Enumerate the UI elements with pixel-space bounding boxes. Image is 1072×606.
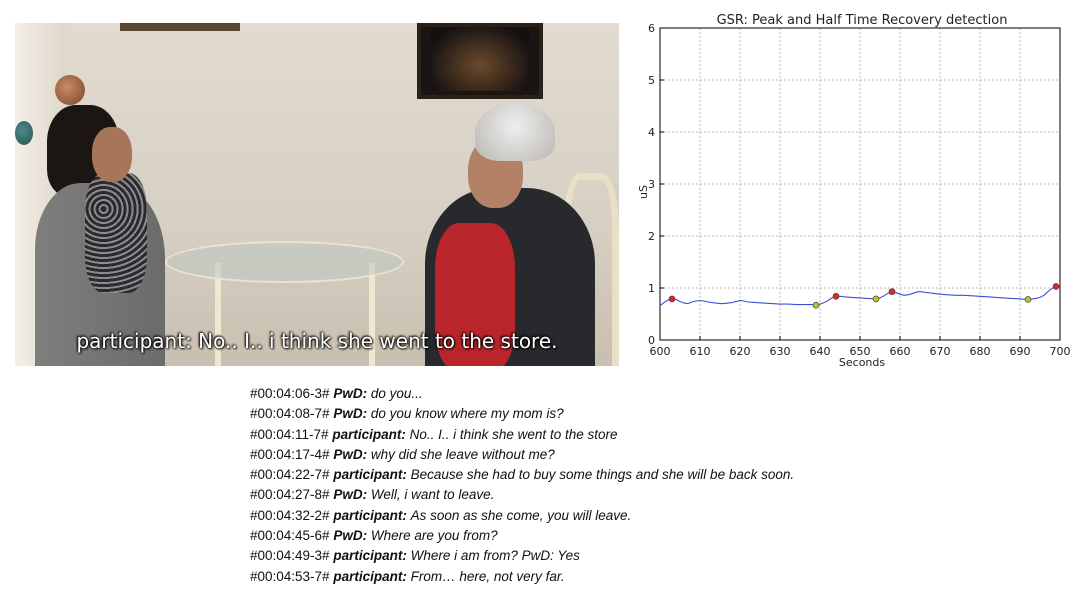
transcript-line: #00:04:27-8# PwD: Well, i want to leave. [250,485,1030,505]
transcript-time: #00:04:49-3# [250,548,330,564]
half-recovery-marker [812,301,820,309]
transcript-time: #00:04:27-8# [250,487,330,503]
transcript-text: From… here, not very far. [410,568,565,584]
glass-table [165,241,404,283]
half-recovery-marker [1024,296,1032,303]
x-tick-label: 660 [890,345,911,358]
peak-marker [1052,283,1060,290]
transcript-text: Where are you from? [370,528,498,544]
transcript-line: #00:04:32-2# participant: As soon as she… [250,506,1030,526]
x-tick-label: 610 [690,345,711,358]
x-tick-label: 690 [1010,345,1031,358]
y-axis-label: uS [637,185,650,199]
pwd-hair [475,103,555,161]
video-frame[interactable]: participant: No.. I.. i think she went t… [15,23,619,366]
transcript-time: #00:04:11-7# [250,426,329,442]
transcript-time: #00:04:45-6# [250,528,330,544]
x-tick-label: 640 [810,345,831,358]
transcript-line: #00:04:06-3# PwD: do you... [250,384,1030,404]
transcript-text: do you know where my mom is? [370,406,564,422]
transcript-time: #00:04:32-2# [250,507,330,523]
decorative-lamp [55,75,85,105]
transcript-time: #00:04:08-7# [250,406,330,422]
x-tick-label: 620 [730,345,751,358]
transcript-speaker: PwD: [333,487,368,503]
chart-ticks: 600 610 620 630 640 650 660 670 680 690 700 0 1 2 3 4 5 6 [648,22,1071,358]
x-tick-label: 700 [1050,345,1071,358]
half-recovery-marker [872,295,880,303]
participant-face [92,127,132,182]
x-tick-label: 650 [850,345,871,358]
decorative-lamp [15,121,33,145]
transcript-line: #00:04:53-7# participant: From… here, no… [250,567,1030,587]
wall-painting [417,23,543,99]
video-subtitle: participant: No.. I.. i think she went t… [76,329,558,353]
transcript-time: #00:04:22-7# [250,467,330,483]
transcript-speaker: participant: [332,426,406,442]
transcript-text: Where i am from? PwD: Yes [410,548,580,564]
y-tick-label: 6 [648,22,655,35]
transcript-time: #00:04:06-3# [250,386,330,401]
peak-marker [832,293,840,300]
y-tick-label: 4 [648,126,655,139]
transcript-speaker: PwD: [333,386,368,401]
transcript-line: #00:04:22-7# participant: Because she ha… [250,465,1030,485]
chart-series [659,285,1061,307]
wall-shelf [120,23,240,31]
y-tick-label: 5 [648,74,655,87]
x-axis-label: Seconds [839,356,885,369]
gsr-chart: GSR: Peak and Half Time Recovery detecti… [637,13,1071,369]
chart-title: GSR: Peak and Half Time Recovery detecti… [717,13,1008,28]
x-tick-label: 680 [970,345,991,358]
chart-markers [668,283,1060,309]
table-base [215,263,375,366]
peak-marker [888,288,896,295]
transcript-text: do you... [370,386,423,401]
transcript-speaker: participant: [333,568,407,584]
gsr-series-line [659,285,1061,307]
y-tick-label: 1 [648,282,655,295]
transcript: #00:04:06-3# PwD: do you... #00:04:08-7# … [250,384,1030,587]
transcript-speaker: PwD: [333,406,368,422]
x-tick-label: 630 [770,345,791,358]
transcript-text: No.. I.. i think she went to the store [409,426,618,442]
transcript-line: #00:04:11-7# participant: No.. I.. i thi… [250,425,1030,445]
transcript-speaker: participant: [333,507,407,523]
x-tick-label: 600 [650,345,671,358]
transcript-text: Well, i want to leave. [370,487,495,503]
transcript-time: #00:04:17-4# [250,446,330,462]
transcript-speaker: participant: [333,467,407,483]
y-tick-label: 2 [648,230,655,243]
pwd-shirt [435,223,515,366]
transcript-speaker: PwD: [333,528,368,544]
peak-marker [668,295,676,303]
transcript-speaker: PwD: [333,446,368,462]
transcript-line: #00:04:49-3# participant: Where i am fro… [250,546,1030,566]
transcript-speaker: participant: [333,548,407,564]
y-tick-label: 3 [648,178,655,191]
y-tick-label: 0 [648,334,655,347]
transcript-line: #00:04:08-7# PwD: do you know where my m… [250,404,1030,424]
transcript-text: As soon as she come, you will leave. [410,507,632,523]
transcript-text: Because she had to buy some things and s… [410,467,795,483]
transcript-text: why did she leave without me? [370,446,555,462]
transcript-line: #00:04:17-4# PwD: why did she leave with… [250,445,1030,465]
chart-grid [659,27,1061,341]
x-tick-label: 670 [930,345,951,358]
participant-scarf [85,173,147,293]
transcript-line: #00:04:45-6# PwD: Where are you from? [250,526,1030,546]
transcript-time: #00:04:53-7# [250,568,330,584]
